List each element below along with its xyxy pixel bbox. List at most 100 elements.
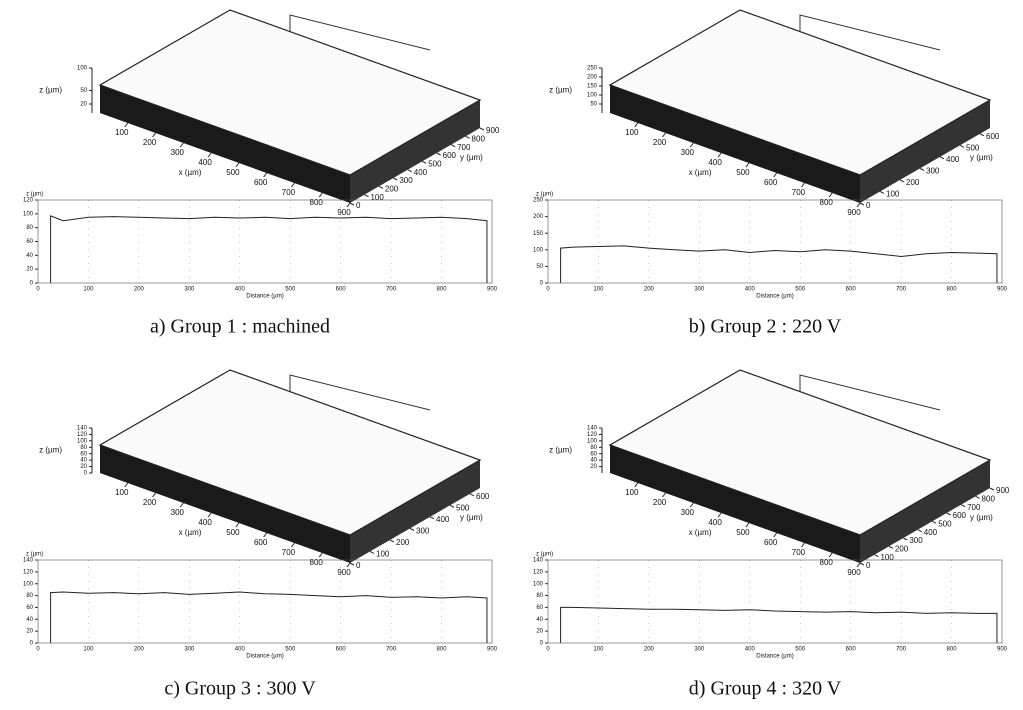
- x-tick-label: 900: [487, 647, 498, 653]
- x-axis-label: x (µm): [179, 528, 202, 537]
- x-tick: [208, 513, 211, 517]
- z-tick-label: 120: [77, 432, 88, 438]
- y-tick-label: 40: [536, 617, 543, 623]
- x-tick-label: 900: [487, 287, 498, 293]
- y-tick: [350, 203, 354, 205]
- x-tick-label: 200: [143, 498, 157, 507]
- x-tick-label: 600: [764, 538, 778, 547]
- z-tick-label: 100: [77, 66, 88, 72]
- x-tick: [829, 553, 832, 557]
- y-tick-label: 300: [399, 176, 413, 185]
- x-tick: [829, 193, 832, 197]
- y-axis-label: y (µm): [970, 513, 993, 522]
- x-tick-label: 700: [386, 647, 397, 653]
- y-tick-label: 300: [909, 536, 923, 545]
- y-tick-label: 200: [895, 544, 909, 553]
- x-tick-label: 400: [198, 158, 212, 167]
- y-tick-label: 300: [926, 166, 940, 175]
- y-tick: [940, 157, 944, 159]
- z-tick-label: 200: [587, 75, 598, 81]
- y-tick: [390, 540, 394, 542]
- profile-line: [561, 246, 997, 283]
- x-tick-label: 300: [694, 647, 705, 653]
- y-tick-label: 100: [880, 553, 894, 562]
- x-tick: [718, 153, 721, 157]
- x-tick-label: 600: [336, 287, 347, 293]
- y-tick: [430, 517, 434, 519]
- x-tick: [347, 563, 350, 567]
- x-tick-label: 800: [820, 558, 834, 567]
- x-tick-label: 100: [593, 287, 604, 293]
- x-tick: [347, 203, 350, 207]
- z-tick-label: 0: [84, 471, 88, 477]
- y-tick: [960, 145, 964, 147]
- z-tick-label: 100: [587, 438, 598, 444]
- x-tick-label: 200: [644, 287, 655, 293]
- x-tick-label: 600: [254, 538, 268, 547]
- y-tick-label: 500: [966, 143, 980, 152]
- x-tick-label: 900: [847, 568, 861, 577]
- y-tick: [990, 488, 994, 490]
- y-tick-label: 0: [540, 641, 544, 647]
- y-tick-label: 150: [533, 231, 544, 237]
- x-tick-label: 400: [708, 518, 722, 527]
- z-tick-label: 250: [587, 66, 598, 72]
- z-axis-label: z (µm): [39, 86, 62, 95]
- x-tick-label: 700: [792, 548, 806, 557]
- z-tick-label: 80: [80, 445, 87, 451]
- x-tick-label: 300: [184, 287, 195, 293]
- x-tick: [690, 143, 693, 147]
- x-tick-label: 400: [235, 647, 246, 653]
- x-axis-label: Distance (µm): [246, 654, 283, 660]
- y-tick-label: 600: [986, 132, 1000, 141]
- panel: 100200300400500600700800900x (µm)0100200…: [23, 370, 498, 700]
- z-axis-label: z (µm): [549, 446, 572, 455]
- y-tick: [422, 161, 426, 163]
- y-tick-label: 600: [443, 151, 457, 160]
- x-tick-label: 400: [745, 647, 756, 653]
- y-axis-label: z (µm): [536, 552, 553, 558]
- x-tick: [663, 133, 666, 137]
- z-tick-label: 150: [587, 84, 598, 90]
- y-tick: [364, 195, 368, 197]
- x-tick: [801, 543, 804, 547]
- y-tick-label: 50: [536, 264, 543, 270]
- y-tick-label: 80: [536, 593, 543, 599]
- x-tick-label: 100: [115, 128, 129, 137]
- y-tick: [903, 538, 907, 540]
- z-tick-label: 60: [80, 451, 87, 457]
- x-tick-label: 600: [846, 647, 857, 653]
- x-tick: [153, 493, 156, 497]
- profile-line: [51, 592, 487, 643]
- x-tick-label: 400: [235, 287, 246, 293]
- x-tick-label: 800: [437, 647, 448, 653]
- x-tick-label: 800: [310, 558, 324, 567]
- y-tick-label: 0: [356, 561, 361, 570]
- x-axis-label: x (µm): [179, 168, 202, 177]
- x-tick-label: 300: [681, 148, 695, 157]
- y-tick-label: 800: [472, 134, 486, 143]
- x-tick-label: 400: [198, 518, 212, 527]
- x-tick-label: 800: [947, 287, 958, 293]
- x-tick-label: 100: [115, 488, 129, 497]
- x-tick: [236, 163, 239, 167]
- y-tick-label: 80: [26, 225, 33, 231]
- y-tick-label: 500: [456, 503, 470, 512]
- y-tick-label: 0: [356, 201, 361, 210]
- x-tick: [180, 143, 183, 147]
- x-tick-label: 200: [143, 138, 157, 147]
- x-axis-label: x (µm): [689, 528, 712, 537]
- y-tick-label: 400: [436, 515, 450, 524]
- y-tick-label: 250: [533, 198, 544, 204]
- caption: a) Group 1 : machined: [150, 316, 330, 338]
- x-tick-label: 600: [336, 647, 347, 653]
- y-tick: [451, 145, 455, 147]
- y-tick-label: 60: [26, 605, 33, 611]
- x-tick-label: 100: [625, 128, 639, 137]
- x-tick: [774, 173, 777, 177]
- x-tick-label: 500: [285, 287, 296, 293]
- y-tick: [350, 563, 354, 565]
- y-tick-label: 100: [376, 550, 390, 559]
- x-tick-label: 300: [171, 148, 185, 157]
- x-tick-label: 800: [310, 198, 324, 207]
